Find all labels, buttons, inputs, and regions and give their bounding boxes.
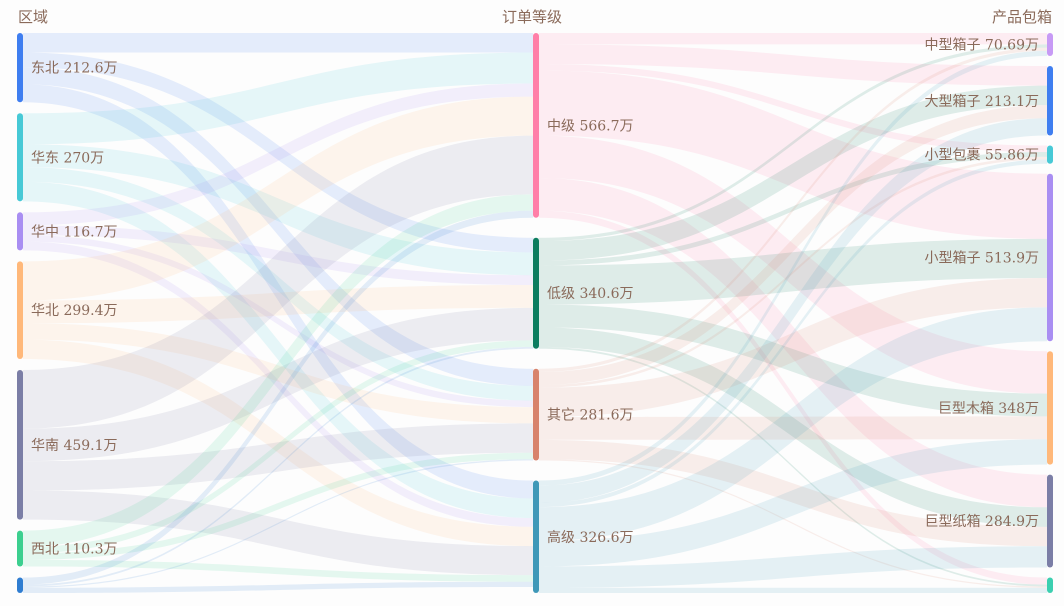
sankey-link[interactable] [539,587,1047,593]
sankey-link[interactable] [539,70,1047,239]
sankey-link[interactable] [23,459,533,588]
sankey-link[interactable] [539,156,1047,388]
node-label: 东北 212.6万 [31,61,118,77]
sankey-link[interactable] [539,346,1047,587]
sankey-link[interactable] [23,241,533,527]
sankey-link[interactable] [23,181,533,519]
sankey-link[interactable] [23,340,533,554]
sankey-link[interactable] [23,346,533,587]
node-label: 华北 299.4万 [31,303,118,319]
sankey-link[interactable] [23,83,533,226]
sankey-node[interactable] [1047,577,1053,593]
node-label: 小型箱子 513.9万 [924,250,1039,266]
node-label: 华南 459.1万 [31,438,118,454]
sankey-link[interactable] [23,235,533,408]
links-layer [23,33,1047,593]
sankey-link[interactable] [23,67,533,386]
node-label: 小型包裹 55.86万 [924,148,1039,164]
sankey-node[interactable] [17,261,23,359]
column-titles: 区域 订单等级 产品包箱 [18,8,1052,26]
sankey-link[interactable] [539,152,1047,266]
sankey-link[interactable] [23,167,533,401]
sankey-link[interactable] [23,559,533,582]
sankey-node[interactable] [1047,145,1053,164]
sankey-link[interactable] [23,581,533,593]
sankey-node[interactable] [1047,33,1053,57]
sankey-link[interactable] [539,416,1047,440]
node-label: 大型箱子 213.1万 [924,94,1039,110]
sankey-link[interactable] [539,459,1047,588]
sankey-link[interactable] [539,44,1047,241]
sankey-link[interactable] [539,439,1047,547]
sankey-link[interactable] [539,135,1047,394]
sankey-link[interactable] [539,238,1047,305]
node-label: 低级 340.6万 [547,286,634,302]
sankey-link[interactable] [23,135,533,429]
sankey-link[interactable] [539,178,1047,508]
sankey-node[interactable] [1047,474,1053,568]
sankey-link[interactable] [539,546,1047,588]
sankey-link[interactable] [539,47,1047,373]
sankey-link[interactable] [23,423,533,491]
sankey-node[interactable] [17,577,23,593]
sankey-node[interactable] [533,237,539,349]
sankey-link[interactable] [23,210,533,585]
sankey-link[interactable] [539,210,1047,585]
sankey-link[interactable] [23,323,533,424]
sankey-node[interactable] [1047,66,1053,136]
node-label: 华东 270万 [31,150,104,166]
sankey-link[interactable] [539,327,1047,527]
sankey-node[interactable] [17,113,23,202]
sankey-node[interactable] [17,530,23,567]
sankey-link[interactable] [23,96,533,301]
sankey-link[interactable] [539,85,1047,261]
node-label: 中型箱子 70.69万 [924,38,1039,54]
sankey-link[interactable] [539,118,1047,503]
sankey-node[interactable] [17,33,23,103]
node-label: 巨型纸箱 284.9万 [924,514,1039,530]
sankey-node[interactable] [17,369,23,520]
sankey-link[interactable] [539,33,1047,45]
sankey-link[interactable] [539,105,1047,386]
sankey-link[interactable] [23,490,533,576]
sankey-link[interactable] [23,52,533,145]
sankey-link[interactable] [23,339,533,547]
node-label: 高级 326.6万 [547,529,634,546]
sankey-link[interactable] [539,278,1047,418]
node-label: 巨型木箱 348万 [938,401,1039,417]
sankey-link[interactable] [23,225,533,285]
sankey-link[interactable] [23,452,533,560]
sankey-link[interactable] [23,84,533,499]
sankey-node[interactable] [17,212,23,251]
sankey-link[interactable] [23,52,533,253]
sankey-link[interactable] [23,144,533,276]
node-label: 华中 116.7万 [31,224,118,240]
node-label: 西北 110.3万 [31,542,118,558]
sankey-link[interactable] [539,63,1047,153]
node-label: 其它 281.6万 [547,407,634,424]
sankey-link[interactable] [23,307,533,462]
column-title-order-level: 订单等级 [502,8,562,26]
nodes-layer [17,33,1053,593]
sankey-link[interactable] [539,50,1047,486]
node-label: 中级 566.7万 [547,118,634,134]
sankey-link[interactable] [539,159,1047,508]
sankey-node[interactable] [1047,173,1053,342]
sankey-node[interactable] [533,33,539,218]
sankey-link[interactable] [539,44,1047,86]
sankey-link[interactable] [23,33,533,53]
sankey-link[interactable] [539,304,1047,417]
sankey-link[interactable] [23,194,533,547]
sankey-link[interactable] [539,307,1047,542]
column-title-region: 区域 [18,8,48,26]
sankey-node[interactable] [533,480,539,593]
sankey-link[interactable] [539,439,1047,567]
column-title-packaging: 产品包箱 [992,8,1052,26]
sankey-link[interactable] [23,284,533,324]
sankey-node[interactable] [1047,351,1053,465]
sankey-node[interactable] [533,368,539,461]
